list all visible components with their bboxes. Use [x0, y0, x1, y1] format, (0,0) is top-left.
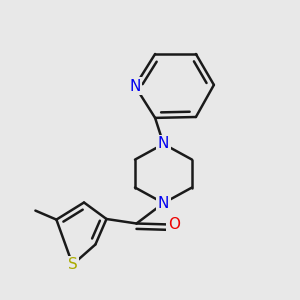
Text: N: N [158, 196, 169, 211]
Text: N: N [158, 136, 169, 152]
Text: O: O [168, 217, 180, 232]
Text: S: S [68, 257, 77, 272]
Text: N: N [129, 79, 141, 94]
